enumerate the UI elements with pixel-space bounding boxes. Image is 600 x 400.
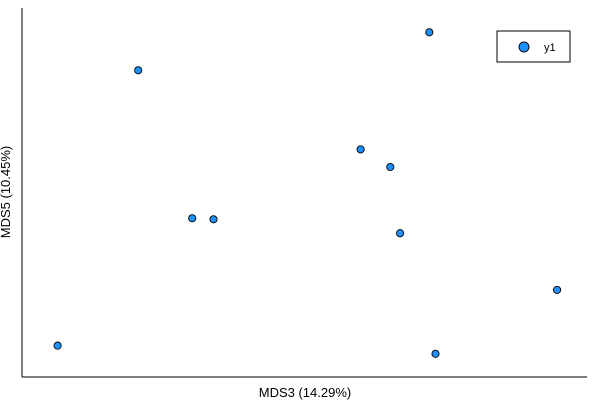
data-point-3 [188,214,197,223]
x-axis-label: MDS3 (14.29%) [259,385,351,400]
data-point-6 [386,162,395,172]
data-point-9 [431,349,440,358]
points-layer [53,28,562,358]
data-point-10 [553,285,562,294]
y-axis-label: MDS5 (10.45%) [0,146,13,238]
data-point-2 [134,66,143,75]
data-point-8 [425,28,434,37]
data-point-7 [396,229,405,238]
legend-label: y1 [544,42,556,54]
data-point-5 [356,145,365,154]
legend-marker [518,41,530,53]
legend-box [496,30,571,63]
data-point-1 [53,341,62,350]
legend: y1 [496,30,571,63]
data-point-4 [209,215,218,224]
